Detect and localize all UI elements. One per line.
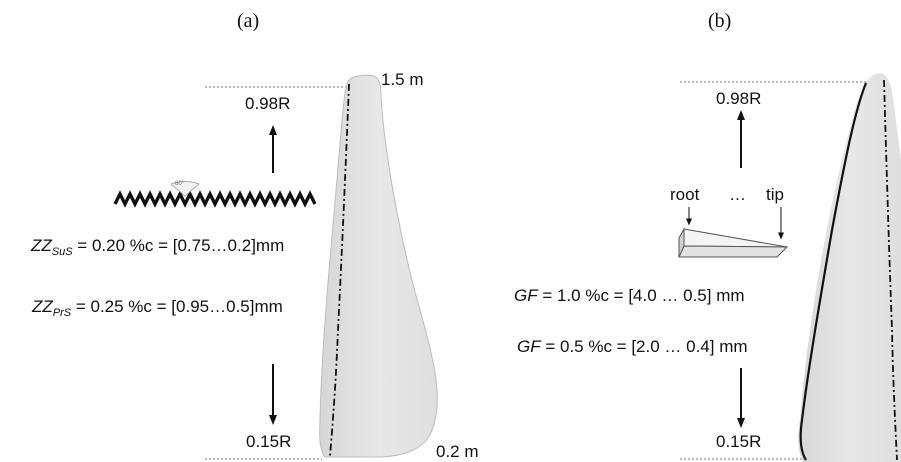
a-pitch-axis-line — [329, 83, 350, 457]
b-lower-station-label: 0.15R — [716, 432, 762, 451]
root-label: root — [670, 185, 700, 204]
gf-first-value: = 1.0 %c = [4.0 … 0.5] mm — [537, 286, 745, 305]
zz-pressure-formula: ZZPrS = 0.25 %c = [0.95…0.5]mm — [32, 298, 283, 319]
a-lower-station-label: 0.15R — [246, 432, 292, 451]
a-tip-chord-label: 1.5 m — [381, 70, 424, 89]
b-upper-station-label: 0.98R — [716, 89, 762, 108]
zz-suction-symbol: ZZ — [31, 236, 52, 255]
zz-pressure-subscript: PrS — [52, 307, 72, 319]
b-leading-edge-line — [799, 82, 868, 461]
zz-pressure-value: = 0.25 %c = [0.95…0.5]mm — [71, 297, 283, 316]
tip-label: tip — [766, 185, 784, 204]
gf-second-formula: GF = 0.5 %c = [2.0 … 0.4] mm — [517, 338, 748, 355]
gf-first-symbol: GF — [514, 286, 538, 305]
zz-suction-formula: ZZSuS = 0.20 %c = [0.75…0.2]mm — [31, 237, 284, 258]
gf-first-formula: GF = 1.0 %c = [4.0 … 0.5] mm — [514, 287, 745, 304]
b-pitch-axis-line — [883, 79, 898, 461]
gf-second-symbol: GF — [517, 337, 541, 356]
panel-b-label: (b) — [708, 10, 732, 32]
gurney-flap-wedge-shape — [678, 227, 789, 258]
a-upper-station-label: 0.98R — [245, 94, 291, 113]
a-blade-shape — [319, 74, 438, 458]
gf-second-value: = 0.5 %c = [2.0 … 0.4] mm — [540, 337, 748, 356]
zz-suction-value: = 0.20 %c = [0.75…0.2]mm — [72, 236, 285, 255]
zigzag-angle-arc — [170, 181, 200, 197]
zigzag-angle-label: 60° — [175, 181, 185, 187]
root-tip-ellipsis: … — [729, 185, 746, 204]
zz-pressure-symbol: ZZ — [32, 297, 53, 316]
zz-suction-subscript: SuS — [51, 246, 73, 258]
panel-a-label: (a) — [237, 10, 260, 32]
zigzag-strip-shape — [113, 190, 317, 208]
b-blade-shape — [798, 73, 901, 462]
a-root-chord-label: 0.2 m — [436, 442, 479, 461]
